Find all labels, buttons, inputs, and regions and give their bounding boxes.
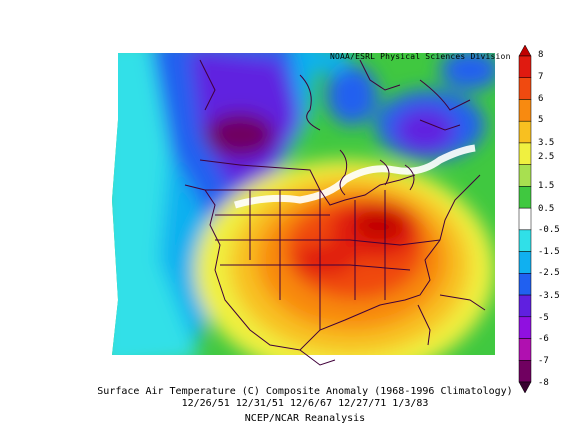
colorbar-swatch — [518, 120, 532, 144]
colorbar-tick-label: -7 — [538, 356, 549, 366]
colorbar-tick-label: 5 — [538, 115, 544, 125]
caption-dates: 12/26/51 12/31/51 12/6/67 12/27/71 1/3/8… — [181, 398, 429, 409]
colorbar-swatch — [518, 360, 532, 383]
colorbar-swatch — [518, 316, 532, 339]
colorbar-swatch — [518, 99, 532, 122]
colorbar-swatch — [518, 186, 532, 209]
colorbar-swatch — [518, 207, 532, 231]
colorbar-tick-label: -8 — [538, 378, 549, 388]
caption-source: NCEP/NCAR Reanalysis — [244, 413, 366, 424]
colorbar-tick-label: 0.5 — [538, 204, 555, 214]
colorbar-swatch — [518, 294, 532, 318]
colorbar-tick-label: -0.5 — [538, 225, 560, 235]
temperature-field — [112, 53, 495, 355]
colorbar-swatch — [518, 55, 532, 78]
colorbar-tick-label: 6 — [538, 94, 544, 104]
colorbar-swatch — [518, 142, 532, 165]
colorbar-swatch — [518, 273, 532, 296]
colorbar-tick-label: 2.5 — [538, 152, 555, 162]
colorbar-tick-label: 1.5 — [538, 181, 555, 191]
colorbar-tick-label: 8 — [538, 50, 544, 60]
colorbar-tick-label: -1.5 — [538, 247, 560, 257]
colorbar-tick-label: -5 — [538, 313, 549, 323]
colorbar-swatch — [518, 229, 532, 252]
colorbar-tick-label: -2.5 — [538, 268, 560, 278]
colorbar-swatch — [518, 338, 532, 361]
colorbar-swatch — [518, 164, 532, 187]
colorbar-tick-label: 7 — [538, 72, 544, 82]
boundary-lines — [184, 59, 486, 366]
colorbar-tick-label: -3.5 — [538, 291, 560, 301]
colorbar-swatch — [518, 251, 532, 274]
colorbar — [518, 44, 532, 394]
colorbar-tick-label: -6 — [538, 334, 549, 344]
caption-title: Surface Air Temperature (C) Composite An… — [97, 386, 513, 397]
colorbar-tick-label: 3.5 — [538, 138, 555, 148]
colorbar-swatch — [518, 77, 532, 100]
data-source-credit: NOAA/ESRL Physical Sciences Division — [330, 52, 511, 61]
